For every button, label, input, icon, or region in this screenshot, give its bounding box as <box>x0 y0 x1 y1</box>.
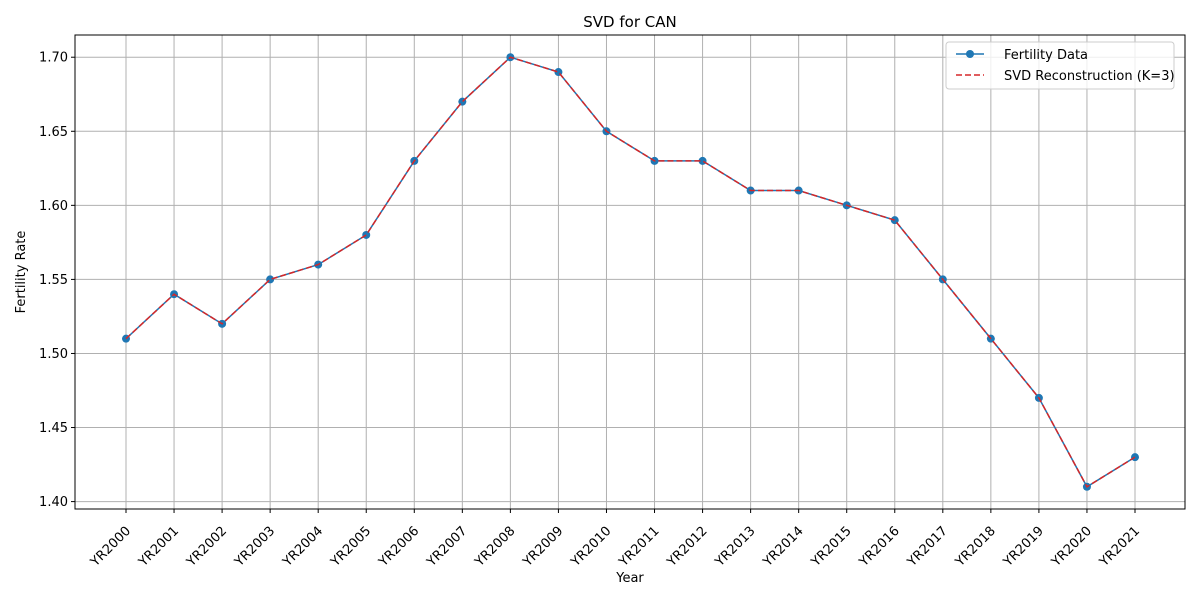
legend: Fertility Data SVD Reconstruction (K=3) <box>945 41 1175 90</box>
y-tick-label: 1.60 <box>39 199 68 214</box>
data-point-fertility <box>362 230 371 239</box>
x-tick-label: YR2017 <box>904 524 951 571</box>
x-tick-label: YR2015 <box>808 524 855 571</box>
y-tick-label: 1.50 <box>39 347 68 362</box>
x-tick-label: YR2011 <box>616 524 663 571</box>
x-tick-label: YR2016 <box>856 524 903 571</box>
x-tick-label: YR2007 <box>424 524 471 571</box>
x-tick-label: YR2012 <box>664 524 711 571</box>
y-tick-label: 1.65 <box>39 125 68 140</box>
grid <box>75 35 1185 509</box>
data-point-fertility <box>890 216 899 225</box>
y-tick-label: 1.45 <box>39 421 68 436</box>
x-tick-label: YR2008 <box>472 524 519 571</box>
x-tick-label: YR2003 <box>231 524 278 571</box>
chart-title: SVD for CAN <box>583 13 676 31</box>
x-tick-label: YR2014 <box>760 524 807 571</box>
series-line-fertility-data <box>125 56 1136 488</box>
y-tick-label: 1.70 <box>39 51 68 66</box>
plot-area <box>122 53 1139 491</box>
legend-marker-fertility <box>966 50 974 58</box>
y-axis: 1.40 1.45 1.50 1.55 1.60 1.65 1.70 <box>39 51 75 510</box>
legend-label-fertility: Fertility Data <box>1004 48 1088 63</box>
x-tick-label: YR2001 <box>135 524 182 571</box>
x-tick-label: YR2018 <box>952 524 999 571</box>
legend-box <box>945 41 1175 90</box>
y-tick-label: 1.55 <box>39 273 68 288</box>
x-axis-title: Year <box>615 571 644 586</box>
x-tick-label: YR2000 <box>87 524 134 571</box>
x-tick-label: YR2002 <box>183 524 230 571</box>
x-tick-label: YR2013 <box>712 524 759 571</box>
x-tick-label: YR2019 <box>1000 524 1047 571</box>
x-tick-label: YR2004 <box>279 524 326 571</box>
plot-frame <box>74 34 1186 510</box>
x-tick-label: YR2005 <box>328 524 375 571</box>
x-tick-label: YR2021 <box>1096 524 1143 571</box>
x-tick-label: YR2010 <box>568 524 615 571</box>
x-tick-label: YR2020 <box>1048 524 1095 571</box>
y-axis-title: Fertility Rate <box>14 231 29 314</box>
x-tick-label: YR2009 <box>520 524 567 571</box>
x-tick-label: YR2006 <box>376 524 423 571</box>
x-axis: YR2000 YR2001 YR2002 YR2003 YR2004 YR2005 YR20… <box>87 509 1143 570</box>
y-tick-label: 1.40 <box>39 495 68 510</box>
series-line-svd-reconstruction <box>125 56 1136 488</box>
legend-label-svd: SVD Reconstruction (K=3) <box>1004 69 1175 84</box>
